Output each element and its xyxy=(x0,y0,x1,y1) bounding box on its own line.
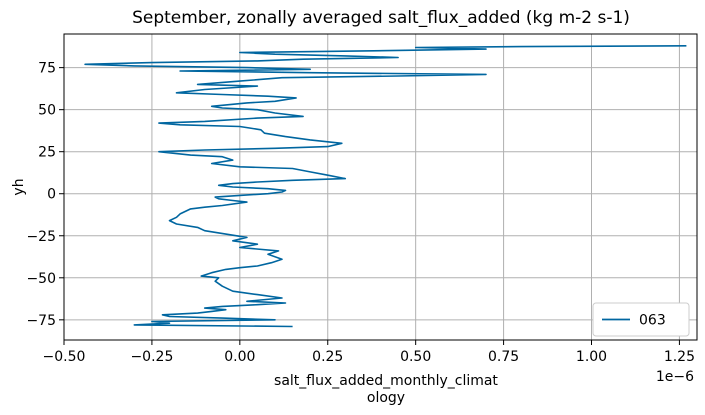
y-axis-label: yh xyxy=(11,178,27,195)
x-tick-label: 0.25 xyxy=(312,349,343,365)
series-line-063 xyxy=(84,45,687,328)
y-axis: −75 −50 −25 0 25 50 75 xyxy=(26,61,64,329)
y-tick-label: −75 xyxy=(26,313,56,329)
y-tick-label: 75 xyxy=(38,61,56,77)
legend-label-063: 063 xyxy=(639,313,666,329)
chart-title: September, zonally averaged salt_flux_ad… xyxy=(132,8,630,28)
x-tick-label: 1.00 xyxy=(576,349,607,365)
y-tick-label: 0 xyxy=(47,187,56,203)
x-axis-label-line-1: salt_flux_added_monthly_climat xyxy=(274,373,498,389)
y-tick-label: −50 xyxy=(26,271,56,287)
x-tick-label: 0.50 xyxy=(400,349,431,365)
x-tick-label: 0.00 xyxy=(224,349,255,365)
legend: 063 xyxy=(592,302,690,337)
x-tick-label: −0.25 xyxy=(130,349,173,365)
grid xyxy=(63,34,697,340)
x-tick-label: 1.25 xyxy=(664,349,695,365)
series-layer xyxy=(84,45,687,328)
legend-box xyxy=(592,302,690,337)
x-axis-offset-label: 1e−6 xyxy=(656,369,694,385)
y-tick-label: −25 xyxy=(26,229,56,245)
x-axis-label-line-2: ology xyxy=(367,390,405,406)
x-axis: −0.50 −0.25 0.00 0.25 0.50 0.75 1.00 1.25 xyxy=(43,340,695,365)
y-tick-label: 25 xyxy=(38,145,56,161)
plot-frame xyxy=(63,33,698,341)
x-tick-label: −0.50 xyxy=(43,349,86,365)
y-tick-label: 50 xyxy=(38,103,56,119)
x-tick-label: 0.75 xyxy=(488,349,519,365)
